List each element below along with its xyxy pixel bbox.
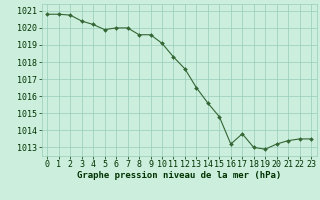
X-axis label: Graphe pression niveau de la mer (hPa): Graphe pression niveau de la mer (hPa) bbox=[77, 171, 281, 180]
